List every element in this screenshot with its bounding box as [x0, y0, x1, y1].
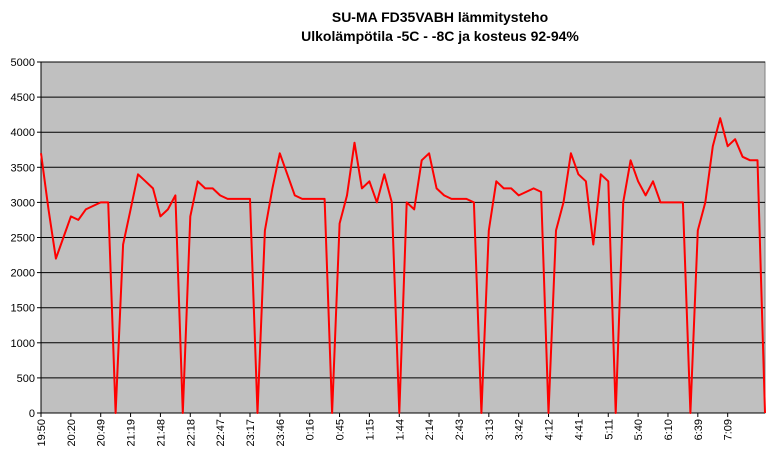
y-tick-label: 4000: [11, 127, 35, 139]
x-tick-label: 6:10: [663, 419, 675, 440]
y-tick-label: 1500: [11, 303, 35, 315]
x-tick-label: 21:48: [155, 419, 167, 447]
x-tick-label: 2:14: [424, 419, 436, 440]
x-tick-label: 5:11: [603, 419, 615, 440]
x-tick-label: 23:46: [275, 419, 287, 447]
x-tick-label: 6:39: [693, 419, 705, 440]
x-tick-label: 19:50: [36, 419, 48, 447]
chart-title: SU-MA FD35VABH lämmitysteho: [332, 9, 548, 25]
x-tick-label: 1:15: [364, 419, 376, 440]
x-tick-label: 21:19: [126, 419, 138, 447]
x-tick-label: 20:20: [66, 419, 78, 447]
y-tick-label: 5000: [11, 57, 35, 69]
y-tick-label: 2500: [11, 233, 35, 245]
y-tick-label: 500: [17, 373, 35, 385]
y-tick-label: 4500: [11, 92, 35, 104]
y-tick-label: 2000: [11, 268, 35, 280]
x-tick-label: 0:16: [305, 419, 317, 440]
chart-subtitle: Ulkolämpötila -5C - -8C ja kosteus 92-94…: [301, 28, 579, 44]
y-tick-label: 1000: [11, 338, 35, 350]
y-tick-label: 0: [29, 408, 35, 420]
x-tick-label: 1:44: [394, 419, 406, 440]
x-tick-label: 23:17: [245, 419, 257, 447]
x-tick-label: 4:41: [573, 419, 585, 440]
x-tick-label: 3:13: [484, 419, 496, 440]
data-line: [40, 117, 766, 414]
x-tick-label: 0:45: [335, 419, 347, 440]
x-tick-label: 22:18: [185, 419, 197, 447]
x-tick-label: 3:42: [514, 419, 526, 440]
x-tick-label: 22:47: [215, 419, 227, 447]
x-tick-label: 2:43: [454, 419, 466, 440]
x-tick-label: 20:49: [96, 419, 108, 447]
y-tick-label: 3000: [11, 197, 35, 209]
x-tick-label: 7:09: [723, 419, 735, 440]
y-tick-label: 3500: [11, 162, 35, 174]
x-tick-label: 4:12: [544, 419, 556, 440]
x-tick-label: 5:40: [633, 419, 645, 440]
